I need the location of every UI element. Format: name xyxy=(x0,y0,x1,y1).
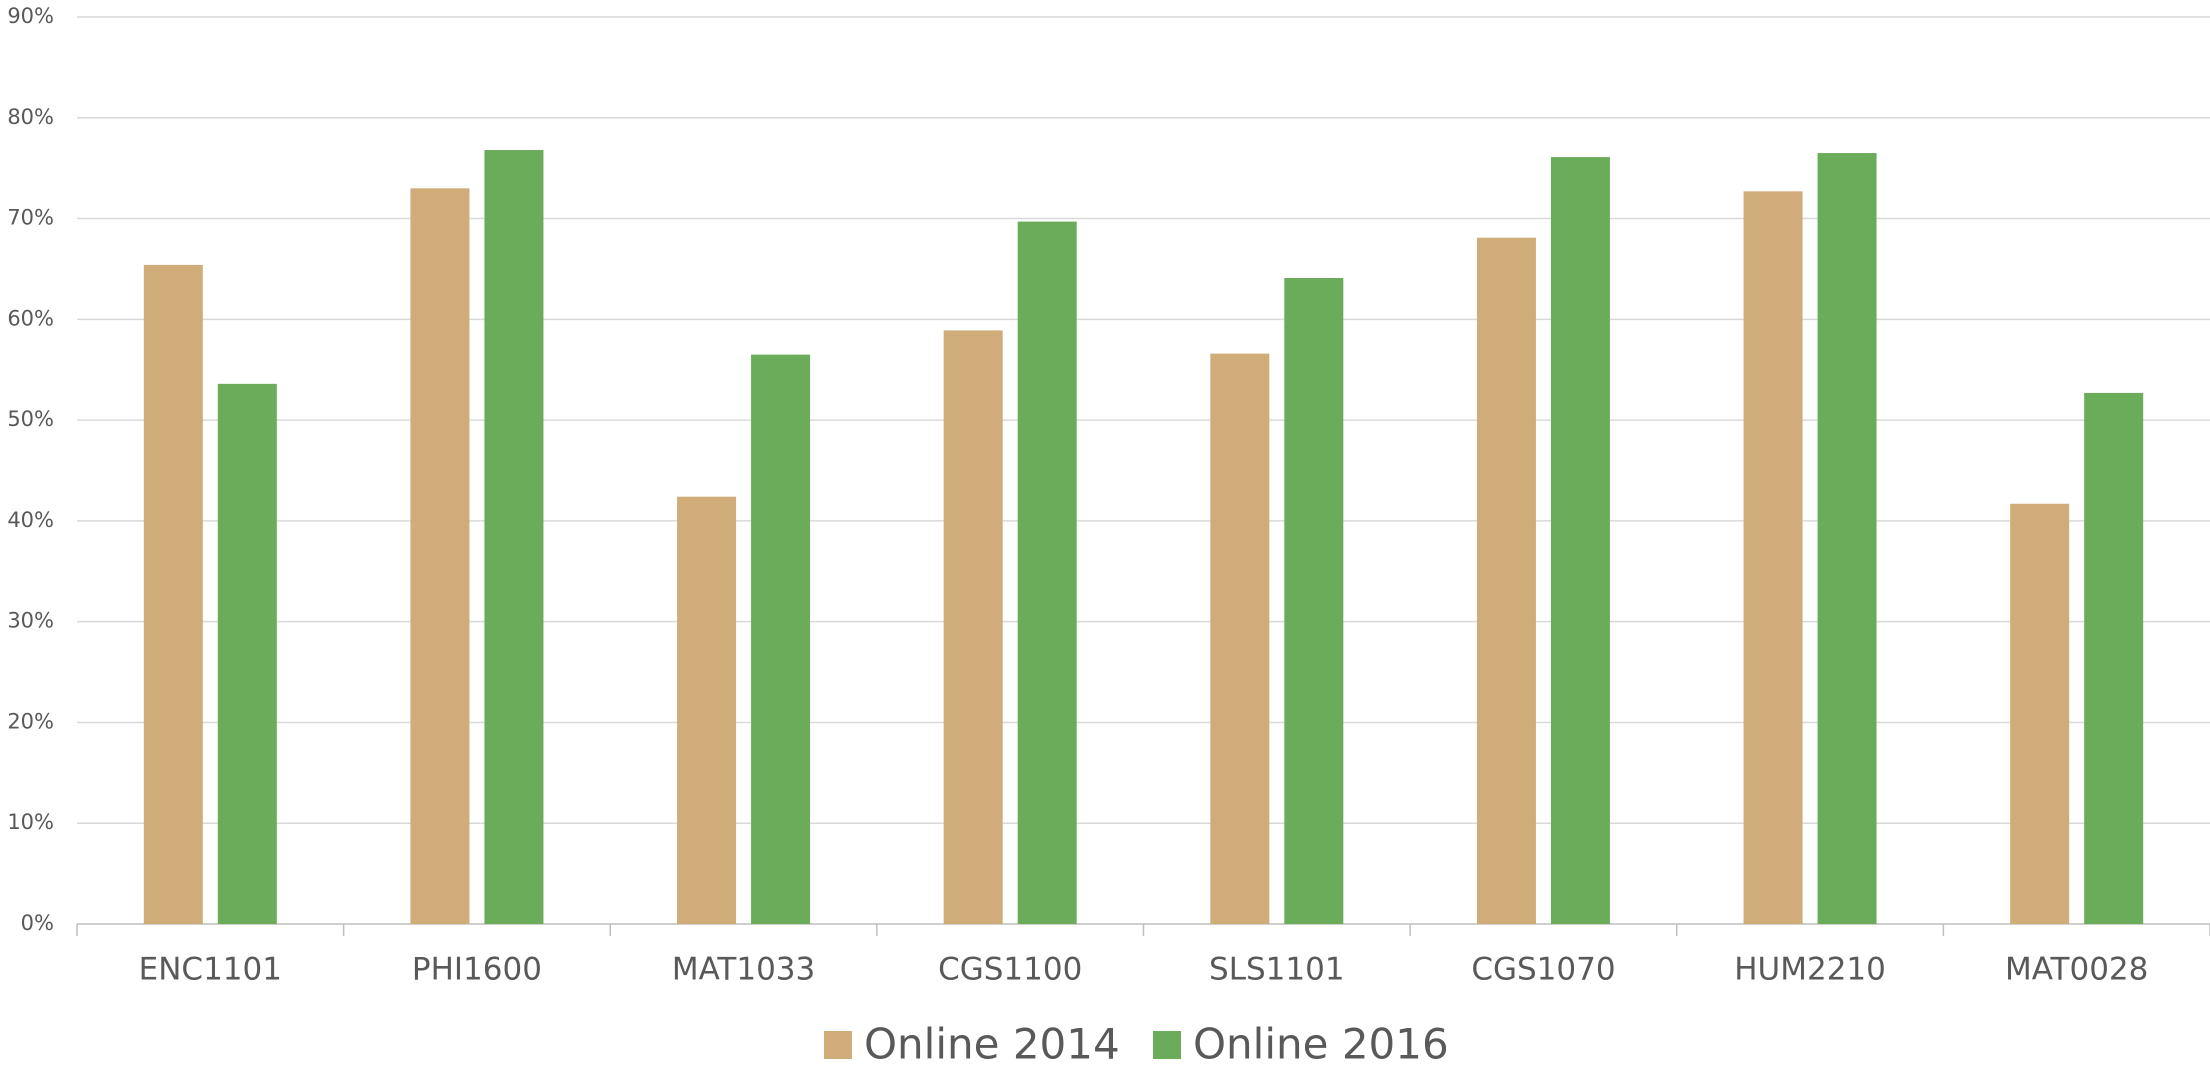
x-tick-label: MAT1033 xyxy=(672,952,815,988)
y-tick-label: 90% xyxy=(7,4,54,28)
legend-label: Online 2014 xyxy=(864,1020,1120,1069)
y-tick-label: 60% xyxy=(7,306,54,330)
bar xyxy=(2084,392,2144,924)
x-tick-label: MAT0028 xyxy=(2005,952,2148,988)
y-tick-label: 30% xyxy=(7,609,54,633)
legend-label: Online 2016 xyxy=(1193,1020,1449,1069)
bar xyxy=(143,264,203,924)
y-tick-label: 70% xyxy=(7,206,54,230)
legend-swatch xyxy=(1153,1031,1181,1059)
bar xyxy=(1210,353,1270,924)
y-tick-label: 20% xyxy=(7,709,54,733)
x-tick-label: PHI1600 xyxy=(412,952,542,988)
y-tick-label: 10% xyxy=(7,810,54,834)
y-tick-label: 0% xyxy=(21,911,54,935)
bar xyxy=(1476,237,1536,924)
x-tick-label: CGS1070 xyxy=(1471,952,1615,988)
y-tick-label: 80% xyxy=(7,105,54,129)
bar xyxy=(217,383,277,924)
y-tick-label: 50% xyxy=(7,407,54,431)
bar xyxy=(1743,191,1803,924)
bar xyxy=(1550,157,1610,924)
bar xyxy=(410,188,470,925)
bar xyxy=(1817,153,1877,925)
bar xyxy=(751,354,811,924)
legend-swatch xyxy=(824,1031,852,1059)
x-tick-label: HUM2210 xyxy=(1734,952,1886,988)
bar xyxy=(1284,278,1344,925)
x-tick-label: ENC1101 xyxy=(139,952,282,988)
bar xyxy=(2010,503,2070,924)
x-tick-label: CGS1100 xyxy=(938,952,1082,988)
bar xyxy=(484,150,544,924)
bar xyxy=(1017,221,1077,925)
bar xyxy=(677,496,737,924)
bar xyxy=(943,330,1003,924)
y-tick-label: 40% xyxy=(7,508,54,532)
x-tick-label: SLS1101 xyxy=(1209,952,1345,988)
